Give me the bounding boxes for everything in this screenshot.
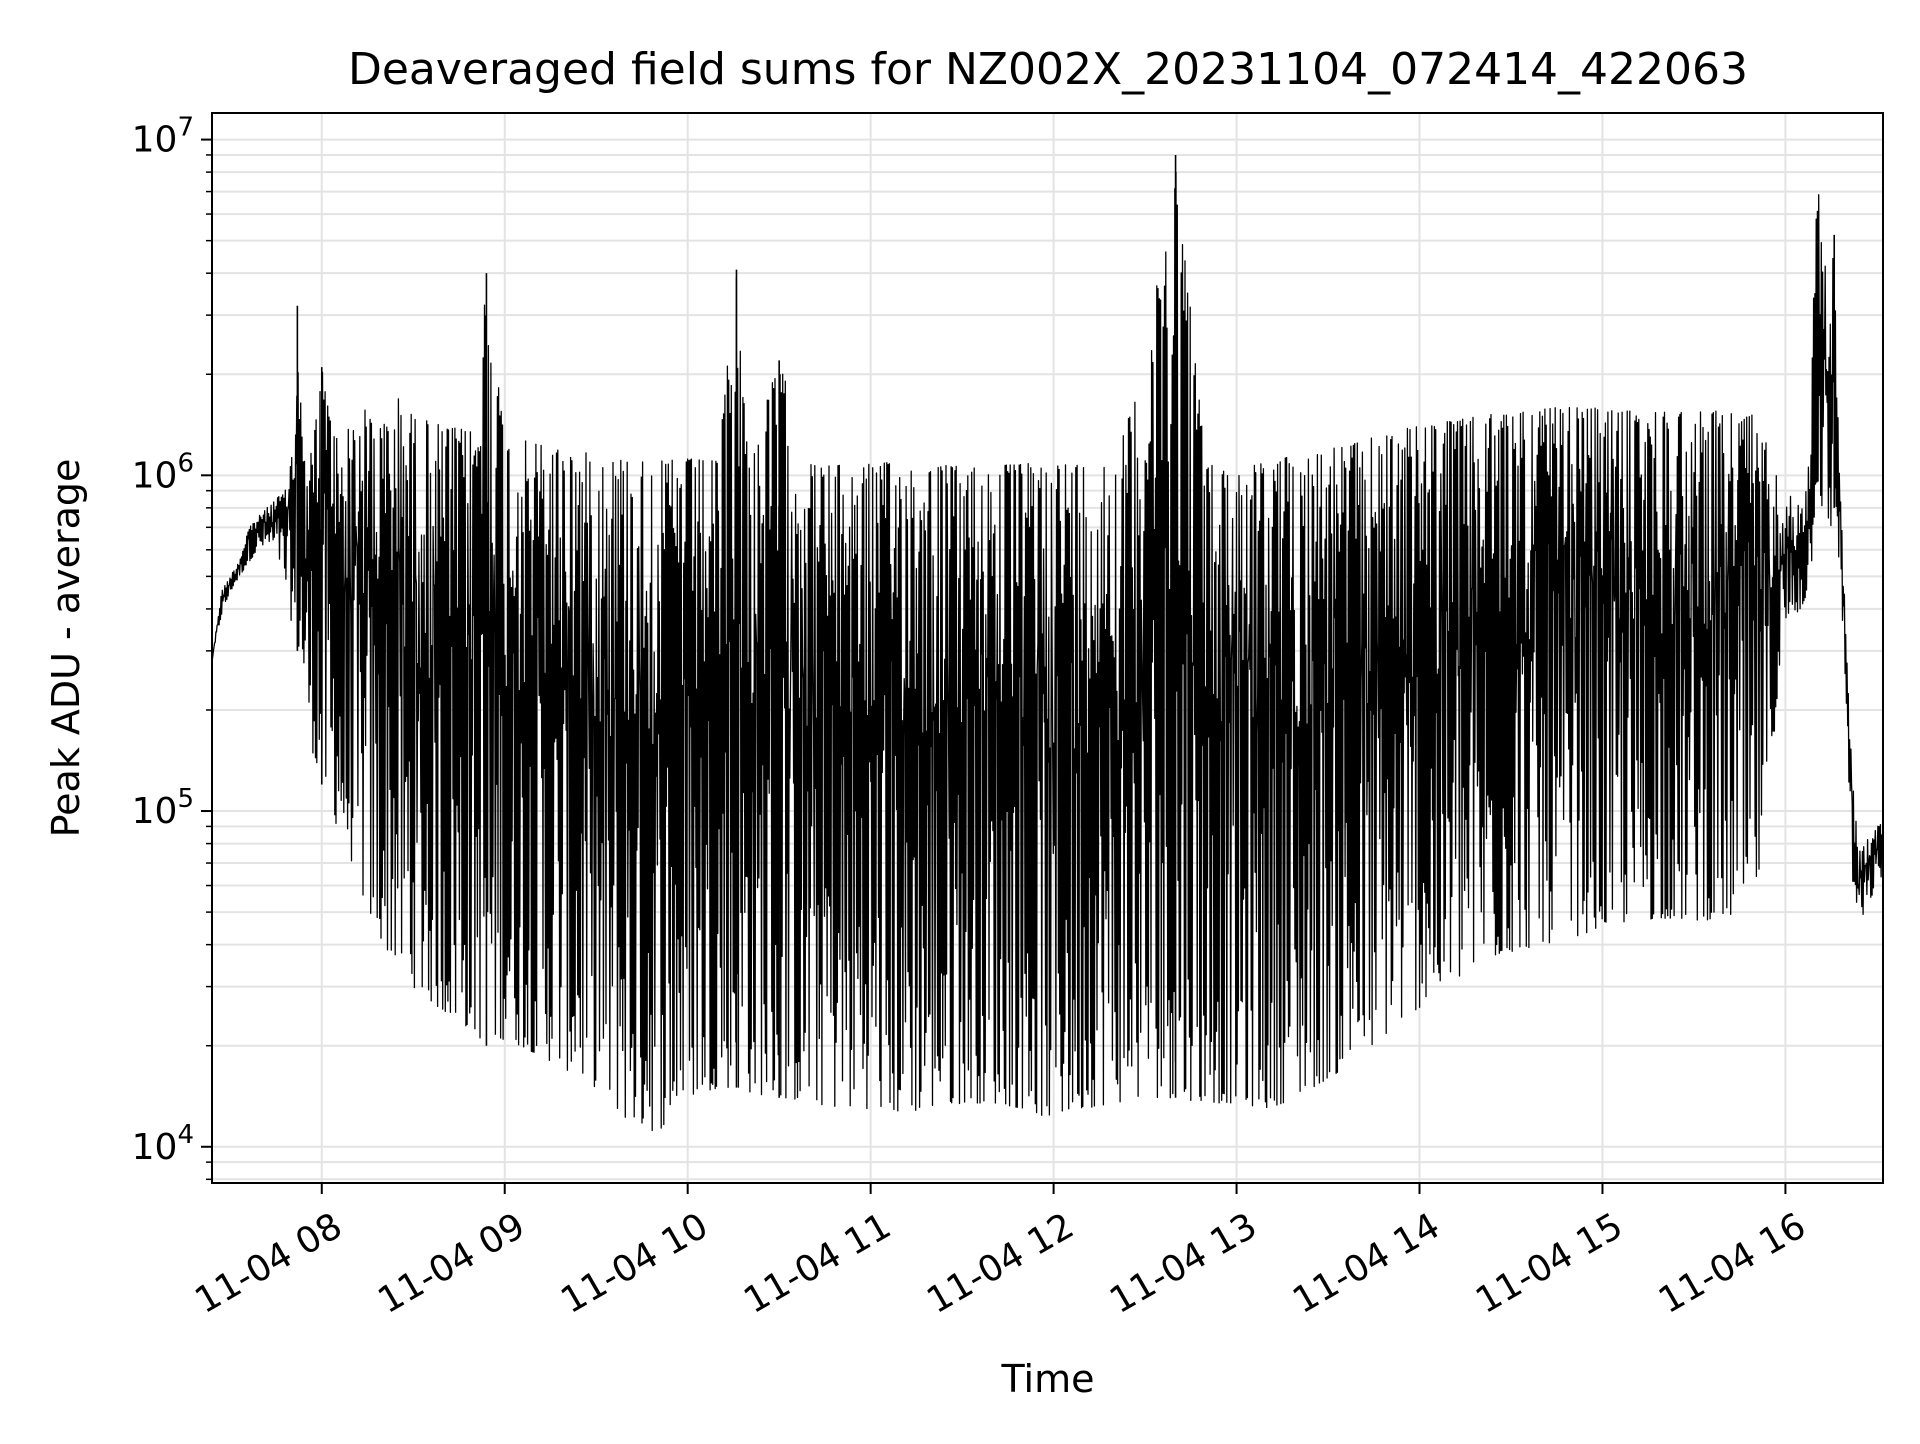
chart-title: Deaveraged field sums for NZ002X_2023110…	[348, 44, 1748, 95]
y-tick-label: 106	[132, 448, 194, 496]
y-tick-label: 104	[132, 1120, 194, 1168]
y-tick-label: 105	[132, 784, 194, 832]
data-series-line	[211, 171, 1884, 1132]
y-tick-label: 107	[132, 113, 194, 161]
y-axis-label: Peak ADU - average	[44, 459, 88, 838]
plot-layer	[211, 154, 1884, 1132]
x-axis-label: Time	[1001, 1357, 1095, 1401]
plot-frame	[211, 112, 1884, 1184]
